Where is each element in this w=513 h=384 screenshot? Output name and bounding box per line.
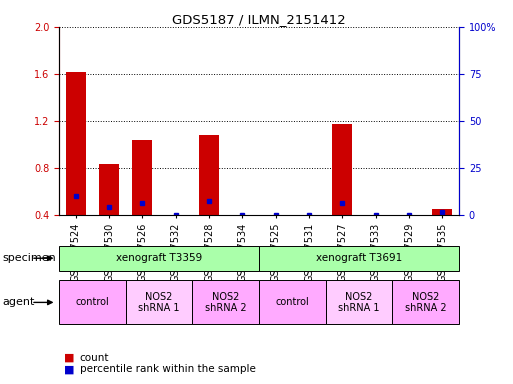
Text: xenograft T3691: xenograft T3691 [316, 253, 402, 263]
Bar [259, 280, 326, 324]
Text: agent: agent [3, 297, 35, 308]
Bar [432, 209, 452, 215]
Bar [326, 280, 392, 324]
Bar [199, 135, 219, 215]
Text: NOS2
shRNA 2: NOS2 shRNA 2 [405, 291, 447, 313]
Text: ■: ■ [64, 364, 74, 374]
Text: specimen: specimen [3, 253, 56, 263]
Text: xenograft T3359: xenograft T3359 [116, 253, 202, 263]
Text: count: count [80, 353, 109, 363]
Bar [192, 280, 259, 324]
Text: control: control [75, 297, 109, 308]
Text: NOS2
shRNA 1: NOS2 shRNA 1 [139, 291, 180, 313]
Bar [259, 246, 459, 271]
Title: GDS5187 / ILMN_2151412: GDS5187 / ILMN_2151412 [172, 13, 346, 26]
Text: percentile rank within the sample: percentile rank within the sample [80, 364, 255, 374]
Bar [132, 140, 152, 215]
Bar [332, 124, 352, 215]
Text: NOS2
shRNA 2: NOS2 shRNA 2 [205, 291, 247, 313]
Text: ■: ■ [64, 353, 74, 363]
Bar [59, 280, 126, 324]
Bar [392, 280, 459, 324]
Bar [59, 246, 259, 271]
Bar [66, 71, 86, 215]
Bar [99, 164, 119, 215]
Text: control: control [275, 297, 309, 308]
Bar [126, 280, 192, 324]
Text: NOS2
shRNA 1: NOS2 shRNA 1 [339, 291, 380, 313]
